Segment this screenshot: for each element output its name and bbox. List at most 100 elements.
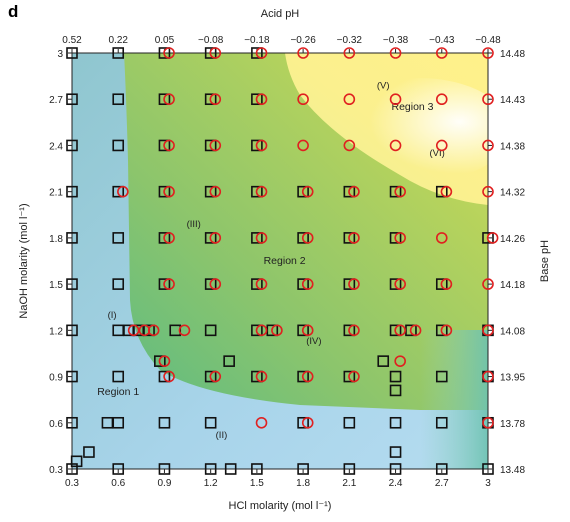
- square-marker: [389, 463, 402, 475]
- square-marker: [482, 232, 494, 244]
- square-marker: [251, 370, 263, 383]
- y-tick-label: 3: [57, 49, 63, 60]
- square-marker: [66, 47, 78, 59]
- circle-marker: [389, 47, 402, 59]
- square-marker: [297, 324, 309, 337]
- circle-marker: [348, 232, 360, 244]
- circle-marker: [435, 47, 448, 59]
- region-label: Region 3: [391, 101, 433, 113]
- right-tick-label: 14.18: [500, 280, 525, 291]
- square-marker: [251, 463, 263, 475]
- circle-marker: [255, 416, 268, 429]
- x-tick-label: 0.6: [111, 478, 125, 489]
- circle-marker: [255, 139, 268, 152]
- square-marker: [66, 139, 78, 152]
- circle-marker: [394, 278, 406, 290]
- square-marker: [297, 463, 309, 475]
- circle-marker: [163, 232, 175, 244]
- square-marker: [389, 370, 402, 383]
- y-tick-label: 1.8: [49, 234, 63, 245]
- top-tick-label: −0.08: [198, 35, 224, 46]
- square-marker: [389, 446, 402, 458]
- square-marker: [251, 47, 263, 59]
- annotation-label: (V): [377, 80, 390, 91]
- right-tick-label: 14.48: [500, 49, 525, 60]
- circle-marker: [343, 139, 356, 152]
- circle-marker: [255, 324, 268, 337]
- square-marker: [112, 278, 125, 290]
- square-marker: [158, 47, 171, 59]
- circle-marker: [163, 93, 175, 106]
- circle-marker: [163, 370, 175, 383]
- square-marker: [66, 93, 78, 106]
- circle-marker: [348, 324, 360, 337]
- square-marker: [158, 232, 171, 244]
- square-marker: [223, 355, 235, 367]
- square-marker: [251, 324, 263, 337]
- circle-marker: [409, 324, 422, 337]
- circle-marker: [163, 185, 175, 198]
- circle-marker: [178, 324, 191, 337]
- circle-marker: [147, 324, 160, 337]
- square-marker: [204, 93, 217, 106]
- square-marker: [66, 185, 78, 198]
- x-tick-label: 0.3: [65, 478, 79, 489]
- square-marker: [112, 463, 125, 475]
- circle-marker: [209, 139, 222, 152]
- circle-marker: [209, 232, 222, 244]
- square-marker: [297, 416, 309, 429]
- right-tick-label: 14.26: [500, 234, 525, 245]
- axis-ticks: 0.3 0.52 0.3 13.48 0.6 0.22 0.6 13.78 0.9 0.05 0.9…: [49, 35, 525, 489]
- x-tick-label: 2.7: [435, 478, 449, 489]
- annotations: (I) (II) (III) (IV) (V) (VI): [108, 80, 445, 441]
- circle-marker: [209, 93, 222, 106]
- top-tick-label: −0.26: [290, 35, 316, 46]
- square-marker: [297, 185, 309, 198]
- circle-marker: [209, 47, 222, 59]
- circle-marker: [209, 278, 222, 290]
- square-marker: [297, 278, 309, 290]
- square-marker: [112, 185, 125, 198]
- circle-marker: [394, 324, 406, 337]
- square-marker: [297, 232, 309, 244]
- x-tick-label: 3: [485, 478, 491, 489]
- circle-marker: [482, 278, 494, 290]
- circle-marker: [348, 370, 360, 383]
- region-background: [72, 53, 488, 469]
- square-marker: [389, 232, 402, 244]
- circle-marker: [209, 370, 222, 383]
- circle-marker: [348, 278, 360, 290]
- square-marker: [66, 416, 78, 429]
- circle-marker: [301, 416, 314, 429]
- circle-marker: [389, 139, 402, 152]
- square-marker: [435, 278, 448, 290]
- circle-marker: [482, 370, 494, 383]
- y-tick-label: 0.3: [49, 465, 63, 476]
- square-marker: [204, 324, 217, 337]
- y-axis-label: NaOH molarity (mol l⁻¹): [18, 203, 30, 318]
- square-marker: [435, 370, 448, 383]
- square-marker: [343, 278, 356, 290]
- annotation-label: (III): [187, 219, 201, 230]
- square-marker: [204, 370, 217, 383]
- circle-marker: [255, 185, 268, 198]
- top-tick-label: −0.38: [383, 35, 409, 46]
- top-tick-label: −0.18: [244, 35, 270, 46]
- circle-marker: [255, 278, 268, 290]
- square-marker: [343, 370, 356, 383]
- circle-marker: [440, 278, 453, 290]
- y-tick-label: 1.2: [49, 326, 63, 337]
- circle-marker: [435, 93, 448, 106]
- circle-marker: [343, 93, 356, 106]
- square-marker: [204, 416, 217, 429]
- square-marker: [251, 139, 263, 152]
- circle-marker: [482, 47, 494, 59]
- y-tick-label: 0.9: [49, 373, 63, 384]
- square-marker: [204, 463, 217, 475]
- right-tick-label: 14.32: [500, 188, 525, 199]
- square-marker: [343, 232, 356, 244]
- top-tick-label: 0.52: [62, 35, 82, 46]
- square-marker: [158, 185, 171, 198]
